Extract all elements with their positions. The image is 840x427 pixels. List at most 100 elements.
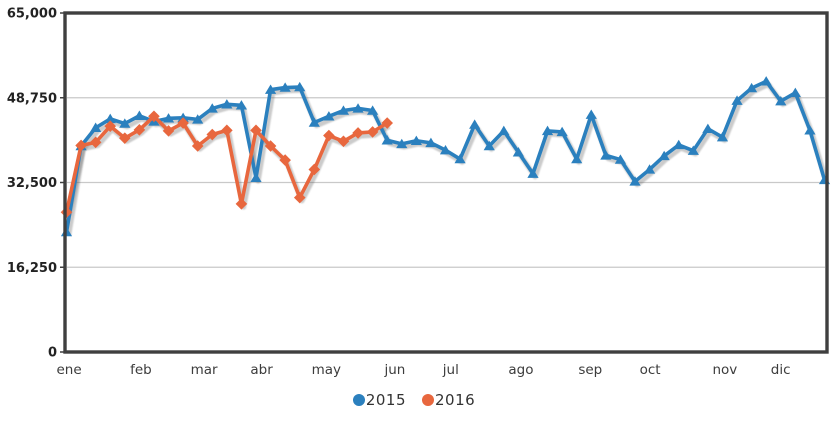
- data-point-2015-w48[interactable]: [746, 82, 758, 93]
- data-point-2016-w7[interactable]: [148, 110, 160, 123]
- data-point-2015-w27[interactable]: [439, 144, 452, 155]
- x-axis-label-oct: oct: [640, 362, 661, 378]
- y-axis-label: 48,750: [7, 91, 57, 106]
- data-point-2015-w10[interactable]: [192, 114, 204, 124]
- data-point-2015-w49[interactable]: [760, 76, 772, 86]
- data-point-2015-w52[interactable]: [804, 125, 816, 135]
- data-point-2015-w50[interactable]: [775, 95, 787, 106]
- data-point-2015-w37[interactable]: [585, 109, 597, 119]
- data-point-2016-w4[interactable]: [104, 120, 117, 132]
- data-point-2015-w28[interactable]: [454, 153, 466, 164]
- data-point-2015-w22[interactable]: [367, 105, 379, 115]
- data-point-2015-w25[interactable]: [410, 135, 422, 145]
- data-point-2015-w6[interactable]: [133, 110, 145, 120]
- data-point-2016-w20[interactable]: [337, 135, 350, 148]
- data-point-2015-w38[interactable]: [600, 150, 612, 160]
- data-point-2015-w18[interactable]: [308, 117, 320, 127]
- data-point-2016-w5[interactable]: [119, 132, 131, 144]
- chart-legend: 2015 2016: [0, 391, 828, 409]
- data-point-2015-w51[interactable]: [789, 87, 801, 97]
- data-point-2015-w16[interactable]: [279, 82, 291, 92]
- data-point-2015-w3[interactable]: [90, 122, 102, 132]
- data-point-2015-w47[interactable]: [731, 95, 743, 105]
- x-axis-label-may: may: [312, 362, 341, 378]
- data-point-2015-w45[interactable]: [702, 123, 714, 133]
- data-point-2015-w24[interactable]: [396, 138, 408, 149]
- data-point-2016-w3[interactable]: [89, 136, 102, 149]
- series-2016-markers: [60, 110, 393, 219]
- data-point-2016-w17[interactable]: [293, 191, 306, 204]
- data-point-2016-w18[interactable]: [308, 163, 321, 176]
- data-point-2015-w35[interactable]: [556, 126, 568, 137]
- data-point-2015-w17[interactable]: [294, 81, 306, 92]
- data-point-2015-w23[interactable]: [381, 135, 393, 145]
- data-point-2015-w14[interactable]: [250, 172, 262, 183]
- x-axis-label-dic: dic: [771, 362, 791, 378]
- data-point-2015-w12[interactable]: [221, 99, 233, 109]
- data-point-2016-w6[interactable]: [133, 124, 146, 136]
- data-point-2016-w16[interactable]: [279, 154, 291, 166]
- data-point-2015-w5[interactable]: [119, 118, 131, 128]
- data-point-2016-w2[interactable]: [75, 139, 87, 152]
- data-point-2016-w8[interactable]: [162, 125, 175, 137]
- data-point-2016-w23[interactable]: [381, 117, 393, 129]
- data-point-2016-w11[interactable]: [206, 128, 219, 141]
- data-point-2016-w21[interactable]: [352, 127, 364, 139]
- legend-item-2015[interactable]: 2015: [352, 391, 406, 409]
- x-axis-label-nov: nov: [712, 362, 737, 378]
- x-axis-label-jul: jul: [442, 362, 459, 378]
- data-point-2015-w8[interactable]: [162, 113, 175, 123]
- data-point-2015-w30[interactable]: [483, 140, 495, 151]
- legend-marker-2015-icon: [352, 394, 365, 406]
- data-point-2015-w11[interactable]: [206, 103, 218, 113]
- series-2015-markers: [60, 76, 831, 237]
- data-point-2015-w29[interactable]: [469, 119, 481, 129]
- data-point-2015-w20[interactable]: [337, 105, 350, 115]
- legend-marker-2016-icon: [422, 394, 434, 406]
- data-point-2015-w31[interactable]: [498, 125, 510, 136]
- x-axis-label-feb: feb: [130, 362, 152, 378]
- x-axis-label-ene: ene: [57, 362, 82, 378]
- data-point-2016-w15[interactable]: [264, 140, 277, 152]
- x-axis-label-sep: sep: [578, 362, 602, 378]
- data-point-2015-w36[interactable]: [571, 153, 583, 164]
- data-point-2016-w22[interactable]: [366, 126, 379, 138]
- data-point-2016-w19[interactable]: [323, 129, 335, 142]
- data-point-2016-w9[interactable]: [177, 117, 189, 129]
- plot-frame: [63, 11, 829, 354]
- data-point-2015-w40[interactable]: [629, 176, 641, 186]
- data-point-2015-w26[interactable]: [425, 137, 437, 148]
- data-point-2015-w43[interactable]: [673, 139, 685, 150]
- y-axis-label: 0: [48, 346, 57, 361]
- data-point-2015-w39[interactable]: [614, 154, 627, 164]
- data-point-2015-w4[interactable]: [104, 113, 116, 124]
- y-axis-label: 32,500: [7, 176, 57, 191]
- x-axis-label-abr: abr: [250, 362, 273, 378]
- x-axis-label-mar: mar: [191, 362, 218, 378]
- series-2015-line: [64, 79, 827, 234]
- data-point-2016-w13[interactable]: [235, 198, 248, 210]
- x-axis-label-ago: ago: [508, 362, 533, 378]
- series-2015-shadow: [66, 82, 830, 236]
- data-point-2015-w34[interactable]: [541, 125, 554, 136]
- y-axis-label: 65,000: [7, 7, 57, 22]
- data-point-2015-w32[interactable]: [512, 147, 524, 157]
- data-point-2015-w42[interactable]: [658, 150, 670, 161]
- legend-label-2015: 2015: [365, 391, 406, 409]
- data-point-2015-w44[interactable]: [687, 145, 699, 155]
- legend-item-2016[interactable]: 2016: [422, 391, 475, 409]
- y-axis-label: 16,250: [7, 261, 57, 276]
- legend-label-2016: 2016: [435, 391, 476, 409]
- data-point-2015-w19[interactable]: [323, 111, 335, 121]
- data-point-2015-w15[interactable]: [264, 84, 277, 94]
- data-point-2016-w10[interactable]: [191, 140, 204, 152]
- data-point-2015-w46[interactable]: [716, 131, 729, 142]
- data-point-2015-w21[interactable]: [352, 103, 364, 113]
- line-chart: 0 16,250 32,500 48,750 65,000 ene feb mar abr may…: [7, 7, 831, 378]
- data-point-2015-w33[interactable]: [527, 168, 539, 178]
- data-point-2015-w13[interactable]: [235, 100, 248, 110]
- data-point-2016-w14[interactable]: [250, 124, 262, 137]
- data-point-2016-w12[interactable]: [221, 124, 233, 137]
- data-point-2015-w41[interactable]: [643, 164, 656, 174]
